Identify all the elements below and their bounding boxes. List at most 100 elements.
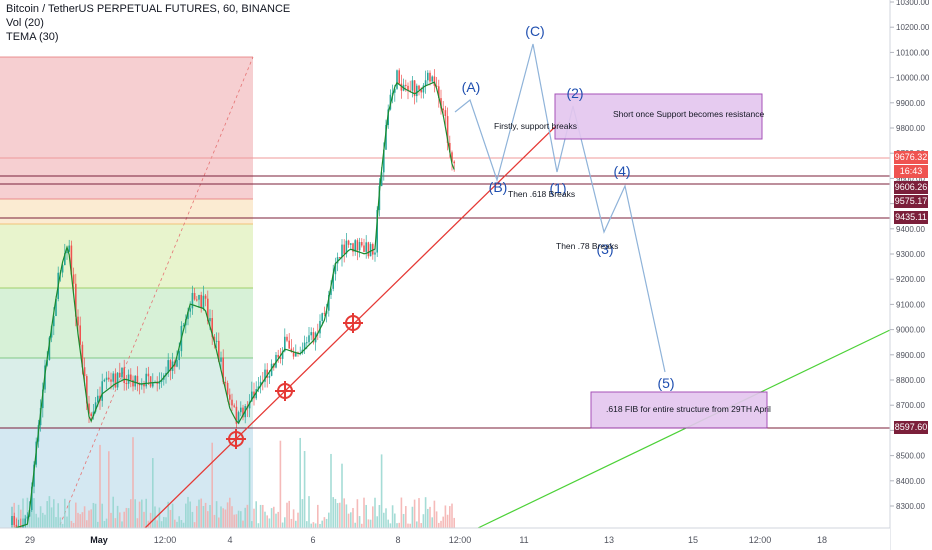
price-tick-label: 10100.00 [896,48,930,57]
time-tick-label: 12:00 [749,535,772,545]
volume-bar [101,503,103,528]
candle-body [81,344,84,368]
candle-body [405,84,407,86]
candle-body [189,308,191,312]
price-axis-bg[interactable] [890,0,932,550]
candle-body [15,524,18,527]
wave-label-4: (4) [613,163,631,179]
volume-bar [57,503,59,528]
volume-bar [138,501,141,528]
candle-body [303,342,306,350]
volume-bar [251,521,253,528]
volume-bar [365,504,367,528]
note-short-support[interactable]: Short once Support becomes resistance [613,109,765,119]
candle-body [237,412,240,424]
candle-body [248,401,251,409]
candle-body [132,379,134,387]
volume-bar [292,509,295,528]
crosshair-marker[interactable] [343,313,363,333]
candle-body [79,325,81,345]
candle-body [332,274,334,289]
short-zone-box[interactable] [554,93,763,140]
tema-indicator-label[interactable]: TEMA (30) [6,31,59,43]
volume-bar [435,511,438,528]
crosshair-marker[interactable] [226,429,246,449]
green-trendline[interactable] [477,329,891,529]
volume-bar [334,498,337,528]
candle-body [187,311,189,320]
candle-body [143,383,145,387]
time-tick-label: May [90,535,108,545]
wave-label-C: (C) [525,23,545,39]
volume-bar [99,444,101,528]
volume-bar [204,502,207,528]
wave-projection-path[interactable] [454,43,666,373]
candle-body [354,240,356,252]
candle-body [240,407,242,413]
price-tag-9575: 9575.17 [894,195,928,208]
volume-bar [224,509,227,528]
candle-body [312,332,315,343]
volume-bar [105,518,108,528]
candle-body [341,244,343,258]
crosshair-marker[interactable] [275,381,295,401]
note-78-breaks[interactable]: Then .78 Breaks [556,241,619,251]
volume-bar [257,523,260,528]
volume-bar [416,521,418,528]
volume-bar [72,522,75,528]
volume-bar [48,496,51,528]
candle-body [295,352,297,357]
volume-bar [185,503,187,528]
candle-body [123,367,125,384]
candle-body [198,294,200,300]
volume-bar [28,516,31,528]
fib-target-box[interactable] [590,391,768,429]
price-tick-label: 8700.00 [896,401,925,410]
volume-bar [409,523,411,528]
candle-body [176,360,178,367]
volume-bar [306,521,308,528]
candle-body [130,374,132,380]
volume-bar [356,499,359,528]
candle-body [438,86,440,99]
vol-indicator-label[interactable]: Vol (20) [6,17,44,29]
volume-bar [220,506,222,528]
note-fib-target[interactable]: .618 FIB for entire structure from 29TH … [606,404,771,414]
candle-body [319,320,321,334]
volume-bar [116,505,119,528]
volume-bar [231,506,233,528]
volume-bar [193,522,196,528]
volume-bar [145,498,147,528]
time-axis-bg[interactable] [0,528,890,550]
candle-body [330,288,332,295]
volume-bar [444,505,447,528]
volume-bar [59,517,62,528]
tema-line [11,81,455,530]
volume-bar [295,520,297,528]
time-tick-label: 29 [25,535,35,545]
candle-body [103,379,106,382]
candle-body [255,389,257,399]
wave-label-1: (1) [549,180,567,196]
candle-body [352,243,354,252]
candle-body [24,518,26,525]
time-tick-label: 18 [817,535,827,545]
volume-bar [301,499,304,528]
volume-bar [303,451,306,528]
candle-body [235,406,238,424]
volume-bar [114,518,117,528]
candle-body [339,257,341,259]
volume-bar [422,514,425,528]
volume-bar [387,519,389,528]
volume-bar [398,522,400,528]
volume-bar [330,453,332,528]
candle-body [11,516,13,525]
candle-body [64,253,66,266]
volume-bar [136,518,139,528]
note-support-breaks[interactable]: Firstly, support breaks [494,121,577,131]
note-618-breaks[interactable]: Then .618 Breaks [508,189,576,199]
price-tick-label: 10200.00 [896,23,930,32]
candle-body [231,399,233,406]
